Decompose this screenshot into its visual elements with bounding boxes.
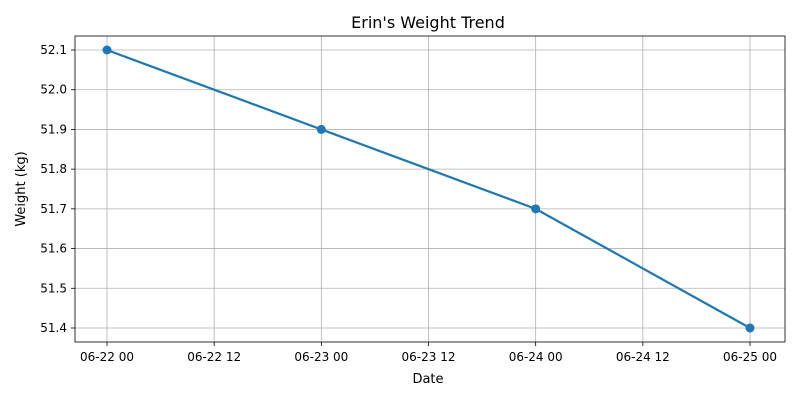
grid-layer (75, 36, 785, 342)
plot-frame (74, 35, 786, 343)
y-tick-label: 51.4 (40, 321, 67, 335)
line-layer (102, 45, 755, 333)
data-point (745, 323, 755, 333)
y-tick-label: 52.1 (40, 43, 67, 57)
y-axis-ticks: 51.4 51.5 51.6 51.7 51.8 51.9 52.0 52.1 (40, 43, 75, 335)
y-tick-label: 51.8 (40, 162, 67, 176)
y-axis-label: Weight (kg) (14, 151, 29, 226)
x-tick-label: 06-23 00 (294, 350, 348, 364)
x-tick-label: 06-25 00 (723, 350, 777, 364)
chart-title: Erin's Weight Trend (351, 13, 505, 32)
x-tick-label: 06-22 00 (80, 350, 134, 364)
y-tick-label: 51.9 (40, 122, 67, 136)
y-tick-label: 52.0 (40, 83, 67, 97)
data-point (531, 204, 541, 214)
data-point (316, 124, 326, 134)
x-tick-label: 06-24 00 (509, 350, 563, 364)
y-tick-label: 51.6 (40, 242, 67, 256)
x-axis-ticks: 06-22 00 06-22 12 06-23 00 06-23 12 06-24 00… (80, 342, 777, 364)
y-tick-label: 51.5 (40, 281, 67, 295)
x-tick-label: 06-22 12 (187, 350, 241, 364)
data-point (102, 45, 112, 55)
x-tick-label: 06-23 12 (402, 350, 456, 364)
x-axis-label: Date (412, 372, 443, 387)
x-tick-label: 06-24 12 (616, 350, 670, 364)
series-line (106, 48, 751, 329)
y-tick-label: 51.7 (40, 202, 67, 216)
